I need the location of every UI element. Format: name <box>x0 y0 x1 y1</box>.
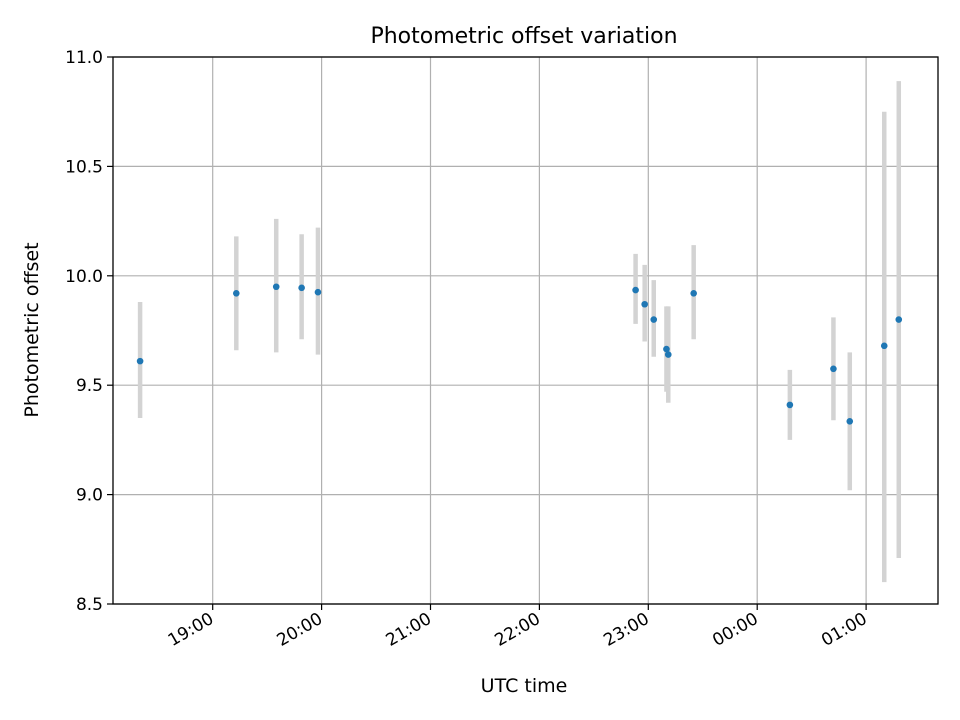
x-tick-label: 21:00 <box>383 609 435 651</box>
x-tick-label: 01:00 <box>818 609 870 651</box>
y-tick-label: 9.5 <box>76 376 103 396</box>
x-axis-ticks: 19:00 20:00 21:00 22:00 23:00 00:00 01:00 <box>165 604 871 651</box>
data-point <box>664 351 672 358</box>
data-point <box>272 283 280 291</box>
y-tick-label: 11.0 <box>65 48 103 68</box>
x-tick-label: 00:00 <box>709 609 761 651</box>
data-point <box>690 290 697 297</box>
data-point <box>880 342 888 350</box>
data-point <box>314 288 322 296</box>
x-tick-label: 22:00 <box>491 609 543 651</box>
plot-area-frame <box>112 56 939 605</box>
data-point <box>663 345 670 353</box>
y-axis-label: Photometric offset <box>21 242 43 417</box>
data-point <box>298 284 305 292</box>
chart-title: Photometric offset variation <box>370 24 677 49</box>
y-axis-ticks: 8.5 9.0 9.5 10.0 10.5 11.0 <box>65 48 113 615</box>
data-point <box>846 418 854 425</box>
error-bars <box>137 81 902 583</box>
data-points <box>136 283 903 425</box>
data-point <box>641 300 648 308</box>
x-tick-label: 23:00 <box>600 609 652 651</box>
data-point <box>895 316 903 323</box>
y-tick-label: 10.0 <box>65 267 103 287</box>
data-point <box>136 357 144 365</box>
x-tick-label: 20:00 <box>274 609 326 651</box>
x-tick-label: 19:00 <box>165 609 217 651</box>
data-point <box>650 316 658 323</box>
data-point <box>786 401 794 409</box>
x-axis-label: UTC time <box>481 675 568 697</box>
y-tick-label: 8.5 <box>76 595 103 615</box>
y-tick-label: 10.5 <box>65 157 103 177</box>
y-tick-label: 9.0 <box>76 486 103 506</box>
data-point <box>232 290 240 297</box>
data-point <box>830 365 837 373</box>
data-point <box>632 286 639 294</box>
